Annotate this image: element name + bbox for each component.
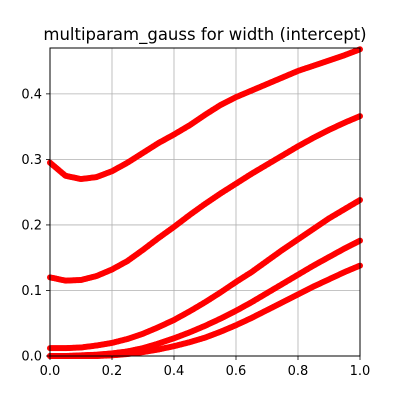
- plot-frame: [49, 47, 361, 357]
- y-tick-label: 0.3: [21, 153, 42, 168]
- x-tick-label: 0.4: [164, 364, 185, 379]
- x-tick-label: 0.6: [226, 364, 247, 379]
- grid: [49, 48, 361, 357]
- x-tick-label: 0.2: [102, 364, 123, 379]
- series-2: [47, 113, 363, 284]
- x-tick-label: 0.8: [288, 364, 309, 379]
- y-tick-label: 0.2: [21, 218, 42, 233]
- chart-title: multiparam_gauss for width (intercept): [43, 25, 366, 45]
- y-tick-label: 0.0: [21, 350, 42, 365]
- y-tick-label: 0.1: [21, 284, 42, 299]
- x-tick-label: 0.0: [40, 364, 61, 379]
- y-tick-label: 0.4: [21, 87, 42, 102]
- axes: 0.0 0.2 0.4 0.6 0.8 1.0 0.0 0.1 0.2 0.3 0.4: [21, 87, 370, 379]
- series-1: [47, 46, 363, 183]
- data-series: [47, 46, 363, 359]
- x-tick-label: 1.0: [350, 364, 371, 379]
- series-3: [47, 197, 363, 352]
